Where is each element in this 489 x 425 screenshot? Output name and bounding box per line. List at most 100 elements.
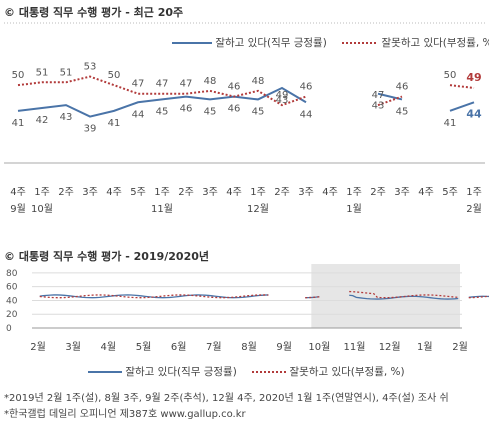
x-tick-month-label: 1월 <box>417 341 433 353</box>
x-tick-month-label: 2월 <box>452 341 468 353</box>
recent-period-highlight <box>311 264 460 328</box>
x-tick-week-label: 1주 <box>466 187 482 198</box>
positive-series-line <box>449 101 475 112</box>
x-tick-week-label: 5주 <box>442 187 458 198</box>
legend-bottom-negative-label: 잘못하고 있다(부정률, %) <box>289 366 405 378</box>
positive-history-line <box>39 294 269 299</box>
chart-bottom: 0 20 40 60 80 2월 3월 4월 5월 6월 7월 8월 9월 10월 11월 12월 1월 2월 <box>6 264 489 353</box>
legend-bottom-positive-label: 잘하고 있다(직무 긍정률) <box>125 366 237 378</box>
x-tick-month-label: 1월 <box>346 203 362 215</box>
negative-value-label: 48 <box>204 76 217 87</box>
legend-negative-line-icon <box>342 42 379 44</box>
positive-value-label: 43 <box>372 101 385 112</box>
x-tick-month-label: 3월 <box>65 341 81 353</box>
x-tick-week-label: 4주 <box>322 187 338 198</box>
chart-title-bottom-text: 대통령 직무 수행 평가 - 2019/2020년 <box>18 250 210 263</box>
legend-negative-label: 잘못하고 있다(부정률, %) <box>381 37 489 49</box>
x-tick-week-label: 4주 <box>418 187 434 198</box>
negative-value-label: 51 <box>36 67 49 78</box>
legend-positive-label: 잘하고 있다(직무 긍정률) <box>215 37 327 49</box>
negative-value-label: 48 <box>252 76 265 87</box>
negative-series-line <box>17 75 307 107</box>
x-tick-month-label: 8월 <box>241 341 257 353</box>
x-tick-week-label: 1주 <box>346 187 362 198</box>
negative-value-label: 47 <box>372 90 385 101</box>
positive-value-label: 43 <box>276 95 289 106</box>
x-tick-week-label: 4주 <box>106 187 122 198</box>
copyright-icon: © <box>4 6 15 19</box>
x-tick-month-label: 5월 <box>136 341 152 353</box>
positive-value-label: 45 <box>396 106 409 117</box>
x-tick-week-label: 2주 <box>178 187 194 198</box>
x-tick-month-label: 10월 <box>31 203 53 215</box>
chart-title-top-text: 대통령 직무 수행 평가 - 최근 20주 <box>18 6 184 19</box>
y-tick-label: 20 <box>6 310 18 320</box>
x-tick-week-label: 3주 <box>202 187 218 198</box>
x-tick-month-label: 9월 <box>276 341 292 353</box>
x-tick-month-label: 11월 <box>344 341 366 353</box>
positive-value-label: 41 <box>108 118 121 129</box>
x-tick-month-label: 12월 <box>247 203 269 215</box>
x-tick-month-label: 12월 <box>379 341 401 353</box>
x-tick-week-label: 2주 <box>58 187 74 198</box>
negative-history-line <box>468 295 489 299</box>
footnote-schedule: *2019년 2월 1주(설), 8월 3주, 9월 2주(추석), 12월 4… <box>4 393 449 404</box>
x-tick-month-label: 7월 <box>206 341 222 353</box>
negative-value-label: 47 <box>180 79 193 90</box>
y-tick-label: 0 <box>6 324 12 334</box>
x-tick-week-label: 4주 <box>226 187 242 198</box>
chart-title-bottom: © 대통령 직무 수행 평가 - 2019/2020년 <box>4 248 209 264</box>
negative-value-label: 47 <box>156 79 169 90</box>
x-tick-week-label: 4주 <box>10 187 26 198</box>
legend-bottom-negative-line-icon <box>252 371 287 373</box>
negative-value-label: 50 <box>108 70 121 81</box>
positive-value-label: 46 <box>180 104 193 115</box>
positive-series-line <box>17 86 307 118</box>
x-tick-week-label: 3주 <box>394 187 410 198</box>
copyright-icon: © <box>4 250 15 263</box>
negative-series-line <box>449 84 475 89</box>
positive-value-label: 45 <box>252 106 265 117</box>
negative-value-label: 50 <box>444 70 457 81</box>
positive-value-label: 45 <box>156 106 169 117</box>
positive-value-label: 41 <box>12 118 25 129</box>
chart-title-top: © 대통령 직무 수행 평가 - 최근 20주 <box>4 4 183 20</box>
x-tick-week-label: 1주 <box>34 187 50 198</box>
negative-series-line <box>377 95 403 107</box>
negative-value-label: 47 <box>132 79 145 90</box>
positive-value-label: 41 <box>444 118 457 129</box>
legend-bottom: 잘하고 있다(직무 긍정률) 잘못하고 있다(부정률, %) <box>88 364 405 379</box>
x-tick-week-label: 1주 <box>250 187 266 198</box>
legend-top: 잘하고 있다(직무 긍정률) 잘못하고 있다(부정률, %) <box>172 35 489 50</box>
chart-top: 41 42 43 39 41 44 45 46 45 46 45 43 44 43 45 41 44 50 51 51… <box>4 22 485 215</box>
x-tick-week-label: 2주 <box>370 187 386 198</box>
positive-value-label: 44 <box>466 107 482 120</box>
x-tick-week-label: 3주 <box>298 187 314 198</box>
negative-value-label: 46 <box>396 82 409 93</box>
x-tick-week-label: 5주 <box>130 187 146 198</box>
x-tick-month-label: 2월 <box>466 203 482 215</box>
legend-bottom-positive-line-icon <box>88 371 122 373</box>
x-tick-month-label: 9월 <box>10 203 26 215</box>
x-tick-week-label: 3주 <box>82 187 98 198</box>
negative-value-label: 49 <box>276 90 289 101</box>
x-tick-month-label: 10월 <box>308 341 330 353</box>
positive-value-label: 46 <box>228 104 241 115</box>
positive-value-label: 42 <box>36 115 49 126</box>
x-tick-month-label: 4월 <box>101 341 117 353</box>
positive-value-label: 43 <box>60 112 73 123</box>
negative-value-label: 46 <box>228 82 241 93</box>
x-tick-month-label: 11월 <box>151 203 173 215</box>
negative-value-label: 53 <box>84 62 97 73</box>
x-tick-month-label: 2월 <box>30 341 46 353</box>
y-tick-label: 80 <box>6 269 18 279</box>
y-tick-label: 60 <box>6 283 18 293</box>
legend-positive-line-icon <box>172 42 212 44</box>
positive-value-label: 45 <box>204 106 217 117</box>
x-tick-week-label: 1주 <box>154 187 170 198</box>
y-tick-label: 40 <box>6 296 18 306</box>
negative-value-label: 51 <box>60 67 73 78</box>
positive-value-label: 44 <box>132 109 145 120</box>
negative-value-label: 50 <box>12 70 25 81</box>
positive-value-label: 44 <box>300 109 313 120</box>
